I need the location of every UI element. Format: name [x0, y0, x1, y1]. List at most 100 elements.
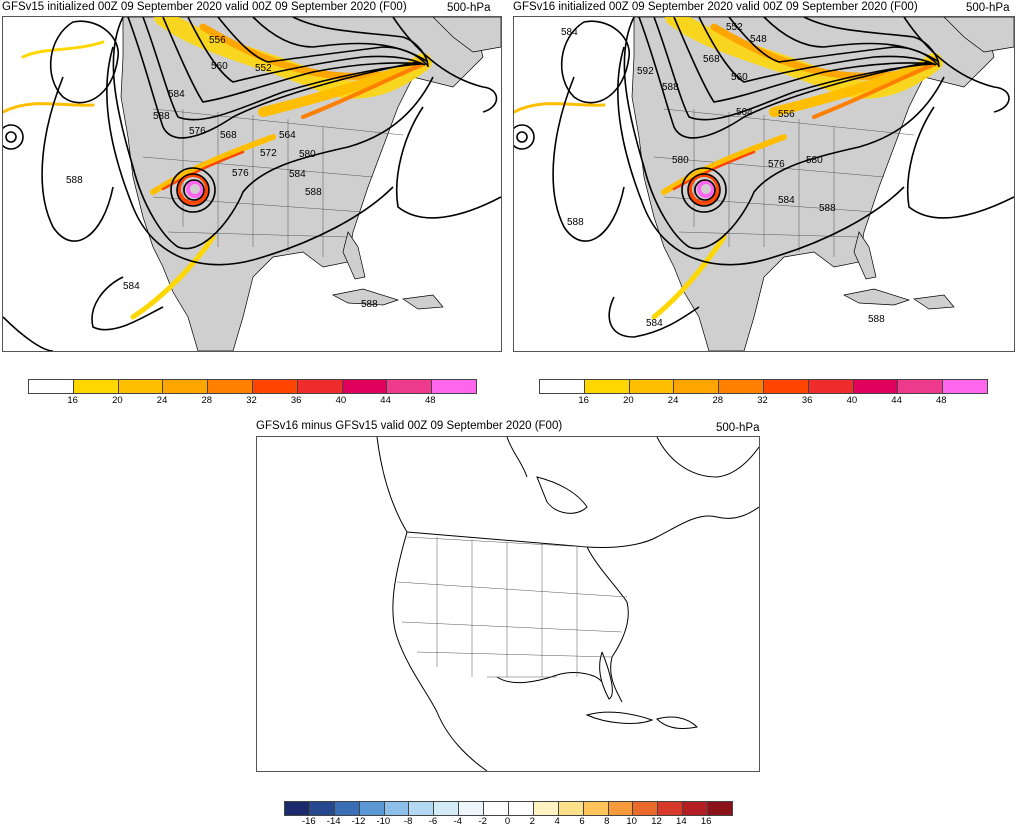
colorbar-swatch [584, 380, 630, 393]
colorbar-swatch [484, 802, 510, 815]
colorbar-swatch [409, 802, 435, 815]
contour-label: 588 [662, 82, 679, 93]
contour-label: 584 [778, 195, 795, 206]
panel2-title: GFSv16 initialized 00Z 09 September 2020… [513, 1, 918, 13]
contour-label: 584 [123, 281, 140, 292]
colorbar-tick-label: -4 [453, 816, 463, 827]
contour-label: 580 [299, 149, 316, 160]
colorbar-swatch [359, 802, 385, 815]
colorbar-tick-label: -8 [403, 816, 413, 827]
panel1-map: 556 560 552 584 588 576 568 564 572 580 … [2, 16, 502, 352]
colorbar-swatch [459, 802, 485, 815]
diff-colorbar [284, 801, 733, 816]
colorbar-tick-label: 24 [667, 395, 679, 406]
colorbar-tick-label: -6 [428, 816, 438, 827]
colorbar-swatch [509, 802, 534, 815]
land-hispaniola [913, 294, 955, 310]
colorbar-swatch [943, 380, 987, 393]
contour-label: 576 [768, 159, 785, 170]
height-contours [3, 17, 501, 351]
colorbar-tick-label: 40 [846, 395, 858, 406]
colorbar-swatch [808, 380, 854, 393]
wind-colorbar-left [28, 379, 477, 394]
colorbar-swatch [583, 802, 609, 815]
colorbar-swatch [719, 380, 764, 393]
colorbar-swatch [608, 802, 634, 815]
land-florida [342, 231, 366, 280]
colorbar-swatch [540, 380, 585, 393]
colorbar-swatch [309, 802, 335, 815]
colorbar-tick-label: 44 [380, 395, 391, 406]
contour-label: 588 [361, 299, 378, 310]
coastlines [376, 437, 759, 771]
panel2-level: 500-hPa [966, 2, 1010, 14]
colorbar-tick-label: 24 [156, 395, 168, 406]
colorbar-swatch [533, 802, 559, 815]
colorbar-swatch [163, 380, 209, 393]
colorbar-swatch [342, 380, 388, 393]
colorbar-tick-label: -16 [301, 816, 316, 827]
colorbar-swatch [387, 380, 433, 393]
height-contours [514, 17, 1014, 338]
panel1-map-svg: 556 560 552 584 588 576 568 564 572 580 … [3, 17, 501, 351]
colorbar-swatch [29, 380, 74, 393]
contour-label: 548 [750, 34, 767, 45]
colorbar-tick-label: 20 [623, 395, 634, 406]
colorbar-tick-label: 8 [604, 816, 610, 827]
colorbar-swatch [208, 380, 253, 393]
colorbar-tick-label: 16 [67, 395, 78, 406]
contour-labels: 556 560 552 584 588 576 568 564 572 580 … [66, 35, 378, 310]
contour-label: 568 [703, 54, 720, 65]
colorbar-tick-label: 36 [290, 395, 302, 406]
contour-label: 576 [232, 168, 249, 179]
colorbar-tick-label: 20 [112, 395, 123, 406]
colorbar-swatch [432, 380, 476, 393]
contour-label: 576 [189, 126, 206, 137]
colorbar-tick-label: 36 [801, 395, 813, 406]
colorbar-tick-label: 32 [757, 395, 768, 406]
panel3-level: 500-hPa [716, 422, 760, 434]
colorbar-swatch [674, 380, 720, 393]
colorbar-tick-label: -10 [376, 816, 391, 827]
contour-label: 552 [726, 22, 743, 33]
colorbar-tick-label: 28 [712, 395, 724, 406]
contour-label: 560 [731, 72, 748, 83]
land-cuba [331, 288, 400, 306]
colorbar-swatch [558, 802, 584, 815]
land-greenland [943, 17, 1014, 53]
contour-label: 588 [567, 217, 584, 228]
colorbar-swatch [898, 380, 944, 393]
colorbar-tick-label: 2 [529, 816, 535, 827]
panel1-level: 500-hPa [447, 2, 491, 14]
colorbar-tick-label: 28 [201, 395, 213, 406]
panel3-map [256, 436, 760, 772]
colorbar-tick-label: 48 [425, 395, 436, 406]
contour-label: 592 [637, 66, 654, 77]
contour-label: 564 [279, 130, 296, 141]
contour-label: 560 [211, 61, 228, 72]
contour-label: 588 [153, 111, 170, 122]
colorbar-swatch [285, 802, 310, 815]
contour-label: 588 [66, 175, 83, 186]
contour-label: 572 [260, 148, 277, 159]
land-greenland [432, 17, 501, 53]
colorbar-swatch [853, 380, 899, 393]
colorbar-tick-label: 14 [676, 816, 687, 827]
contour-label: 556 [209, 35, 226, 46]
land-florida [853, 231, 877, 280]
colorbar-tick-label: -12 [351, 816, 366, 827]
contour-labels: 584 552 548 592 568 560 588 564 556 580 … [561, 22, 885, 329]
contour-label: 588 [819, 203, 836, 214]
wind-colorbar-right [539, 379, 988, 394]
land-cuba [842, 288, 911, 306]
colorbar-tick-label: 40 [335, 395, 347, 406]
colorbar-swatch [73, 380, 119, 393]
colorbar-swatch [384, 802, 410, 815]
contour-label: 588 [305, 187, 322, 198]
contour-label: 556 [778, 109, 795, 120]
colorbar-swatch [683, 802, 709, 815]
colorbar-tick-label: 4 [554, 816, 560, 827]
panel3-title: GFSv16 minus GFSv15 valid 00Z 09 Septemb… [256, 420, 563, 432]
colorbar-tick-label: 10 [626, 816, 637, 827]
state-borders [396, 536, 628, 678]
